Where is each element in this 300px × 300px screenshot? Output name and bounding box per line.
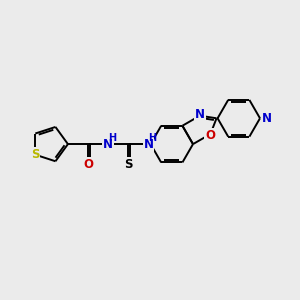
Text: N: N [195,108,205,121]
Text: N: N [262,112,272,125]
Text: H: H [108,133,116,142]
Text: N: N [103,138,113,151]
Text: S: S [124,158,133,171]
Text: O: O [206,129,215,142]
Text: S: S [31,148,40,161]
Text: O: O [83,158,93,171]
Text: H: H [148,133,156,142]
Text: N: N [143,138,154,151]
